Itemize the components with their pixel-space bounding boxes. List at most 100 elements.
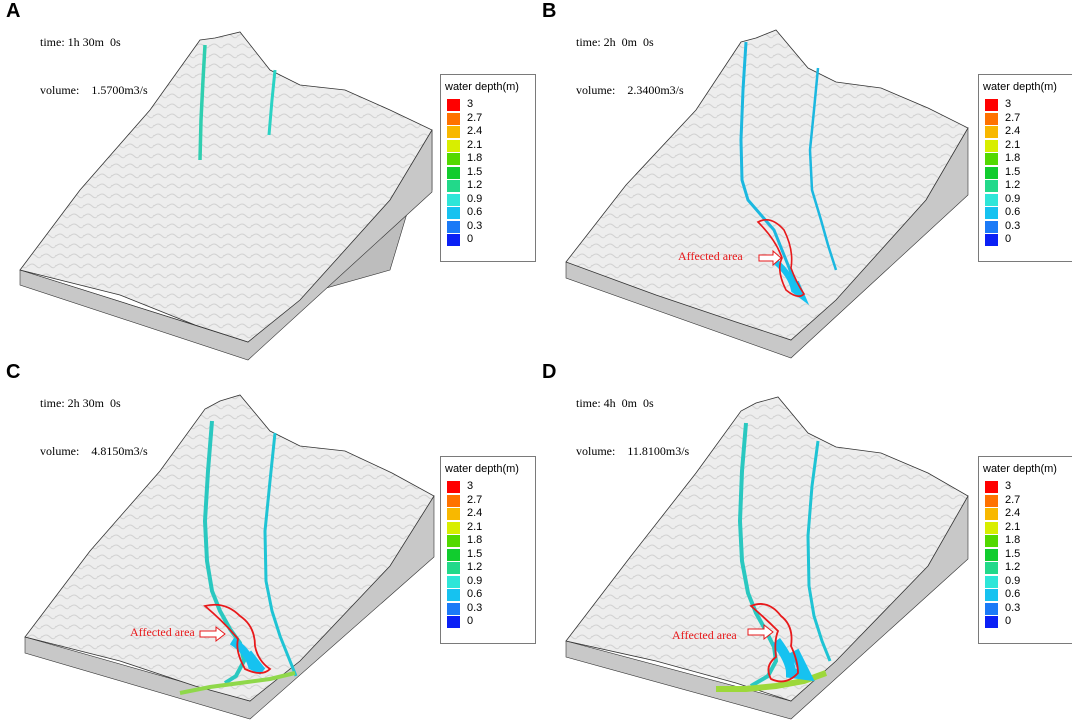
- legend-item: 2.1: [985, 520, 1072, 534]
- legend-item: 2.7: [985, 111, 1072, 125]
- water-depth-legend: water depth(m) 3 2.7 2.4 2.1 1.8 1.5 1.2 0.9 0.6…: [440, 74, 536, 262]
- legend-item: 0.3: [985, 219, 1072, 233]
- legend-label: 0.3: [1005, 601, 1021, 614]
- legend-swatch: [447, 112, 460, 125]
- legend-label: 2.7: [467, 111, 483, 124]
- legend-label: 0.6: [1005, 206, 1021, 218]
- legend-item: 0.6: [985, 588, 1072, 601]
- legend-label: 0.3: [467, 601, 483, 614]
- legend-label: 2.7: [1005, 111, 1021, 124]
- panel-letter: B: [542, 0, 557, 22]
- affected-area-outline: [203, 603, 272, 674]
- legend-swatch: [985, 575, 998, 588]
- legend-label: 1.8: [1005, 152, 1021, 164]
- stream-right: [267, 69, 277, 136]
- legend-item: 2.4: [447, 125, 535, 138]
- legend-item: 1.5: [985, 547, 1072, 561]
- simulation-info: time: 4h 0m 0s volume: 11.8100m3/s: [576, 363, 689, 491]
- legend-swatch: [447, 562, 460, 574]
- legend-label: 1.2: [467, 179, 483, 191]
- legend-swatch: [985, 99, 998, 111]
- water-depth-legend: water depth(m) 3 2.7 2.4 2.1 1.8 1.5 1.2 0.9 0.6…: [978, 456, 1072, 644]
- legend-label: 3: [467, 480, 474, 492]
- legend-swatch: [985, 562, 998, 574]
- affected-area-label: Affected area: [678, 249, 743, 263]
- legend-label: 0.6: [1005, 588, 1021, 600]
- stream-right: [806, 440, 832, 662]
- legend-label: 2.7: [1005, 493, 1021, 506]
- time-text: time: 2h 30m 0s: [40, 396, 121, 410]
- legend-item: 0.9: [985, 575, 1072, 588]
- legend-label: 0.9: [467, 574, 483, 587]
- panel-letter: A: [6, 0, 21, 22]
- legend-swatch: [985, 589, 998, 601]
- legend-swatch: [985, 481, 998, 493]
- legend-swatch: [447, 616, 460, 628]
- panel-c: Affected area C time: 2h 30m 0s volume: …: [0, 361, 536, 722]
- legend-item: 2.1: [447, 521, 535, 534]
- legend-item: 0: [447, 615, 535, 628]
- legend-label: 2.4: [467, 125, 483, 137]
- panel-letter: C: [6, 361, 21, 383]
- legend-item: 0.9: [985, 192, 1072, 206]
- stream-left: [202, 420, 247, 685]
- simulation-info: time: 1h 30m 0s volume: 1.5700m3/s: [40, 2, 148, 130]
- stream-left: [737, 422, 779, 688]
- legend-item: 1.8: [985, 534, 1072, 547]
- stream-left: [198, 44, 207, 161]
- affected-area-outline: [756, 219, 806, 298]
- simulation-info: time: 2h 30m 0s volume: 4.8150m3/s: [40, 363, 148, 491]
- legend-swatch: [447, 521, 460, 534]
- legend-swatch: [447, 535, 460, 547]
- legend-swatch: [985, 535, 998, 547]
- legend-label: 3: [1005, 480, 1012, 492]
- legend-swatch: [447, 575, 460, 588]
- legend-item: 1.8: [447, 534, 535, 547]
- legend-label: 2.7: [467, 493, 483, 506]
- legend-swatch: [985, 602, 998, 615]
- legend-item: 0.6: [447, 588, 535, 601]
- legend-item: 2.1: [985, 139, 1072, 152]
- legend-label: 2.4: [1005, 507, 1021, 519]
- legend-label: 0.9: [467, 192, 483, 205]
- arrow-icon: [758, 249, 782, 267]
- legend-swatch: [985, 508, 998, 520]
- time-text: time: 4h 0m 0s: [576, 396, 654, 410]
- legend-swatch: [447, 193, 460, 206]
- panel-a: A time: 1h 30m 0s volume: 1.5700m3/s wat…: [0, 0, 536, 361]
- legend-label: 1.5: [467, 165, 483, 178]
- terrain-3d-view: [19, 31, 433, 361]
- legend-label: 0: [1005, 615, 1012, 627]
- terrain-3d-view: [565, 396, 969, 720]
- legend-item: 1.2: [447, 179, 535, 192]
- panel-d: Affected area D time: 4h 0m 0s volume: 1…: [536, 361, 1072, 722]
- affected-area-label: Affected area: [130, 625, 195, 639]
- legend-swatch: [985, 207, 998, 219]
- legend-swatch: [985, 126, 998, 138]
- legend-label: 2.4: [467, 507, 483, 519]
- legend-title: water depth(m): [983, 81, 1057, 93]
- legend-swatch: [985, 494, 998, 507]
- panel-letter: D: [542, 361, 557, 383]
- legend-item: 3: [447, 480, 535, 493]
- legend-item: 0: [985, 615, 1072, 628]
- stream-left: [739, 41, 803, 293]
- legend-label: 1.5: [1005, 547, 1021, 560]
- legend-label: 0.9: [1005, 192, 1021, 205]
- legend-item: 2.7: [985, 493, 1072, 507]
- legend-item: 0.6: [985, 206, 1072, 219]
- legend-label: 0.3: [467, 219, 483, 232]
- time-text: time: 1h 30m 0s: [40, 35, 121, 49]
- legend-title: water depth(m): [445, 463, 519, 475]
- legend-item: 1.5: [447, 165, 535, 179]
- legend-label: 2.1: [1005, 520, 1021, 533]
- legend-item: 1.5: [447, 548, 535, 561]
- arrow-icon: [199, 625, 226, 643]
- legend-label: 0.3: [1005, 219, 1021, 232]
- legend-swatch: [985, 112, 998, 125]
- legend-item: 3: [985, 480, 1072, 493]
- legend-item: 2.4: [447, 507, 535, 520]
- legend-swatch: [447, 481, 460, 493]
- legend-item: 0: [447, 233, 535, 246]
- legend-label: 0: [467, 615, 474, 627]
